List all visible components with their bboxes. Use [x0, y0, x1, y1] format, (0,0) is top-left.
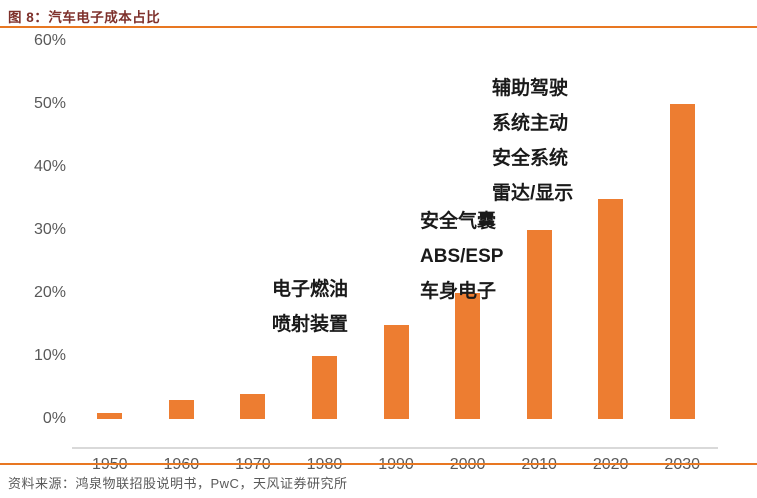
source-note: 资料来源：鸿泉物联招股说明书，PwC，天风证券研究所 — [8, 476, 348, 491]
figure-title: 图 8：汽车电子成本占比 — [8, 10, 161, 25]
bar-2010 — [526, 230, 552, 419]
x-axis-line — [72, 447, 718, 449]
x-axis-tick-label: 2010 — [504, 456, 574, 474]
x-axis-tick-label: 2030 — [647, 456, 717, 474]
y-axis-tick-label: 10% — [33, 347, 66, 364]
annotation-line: 辅助驾驶 — [492, 78, 569, 99]
annotation-line: 安全气囊 — [420, 211, 497, 232]
y-axis-tick-label: 60% — [33, 32, 66, 49]
bar-chart: 0% 10% 20% 30% 40% 50% 60% 19501960197019801990… — [0, 28, 757, 473]
x-axis-tick-label: 2000 — [433, 456, 503, 474]
x-axis-tick-label: 1950 — [75, 456, 145, 474]
bar-2000 — [455, 293, 481, 419]
footer-divider-line — [0, 463, 757, 465]
y-axis-tick-label: 30% — [33, 221, 66, 238]
bar-1990 — [383, 324, 409, 419]
chart-annotation-1: 电子燃油 喷射装置 — [272, 272, 348, 342]
annotation-line: 车身电子 — [420, 281, 497, 302]
annotation-line: 系统主动 — [492, 113, 569, 134]
annotation-line: 安全系统 — [492, 148, 569, 169]
chart-annotation-2: 安全气囊 ABS/ESP 车身电子 — [420, 204, 503, 309]
annotation-line: 电子燃油 — [272, 279, 349, 300]
x-axis-tick-label: 1970 — [218, 456, 288, 474]
y-axis-tick-label: 40% — [33, 158, 66, 175]
annotation-line: 雷达/显示 — [492, 183, 574, 204]
y-axis-tick-label: 0% — [42, 410, 66, 427]
title-divider-line — [0, 26, 757, 28]
x-axis-tick-label: 1990 — [361, 456, 431, 474]
x-axis-tick-label: 2020 — [576, 456, 646, 474]
annotation-line: ABS/ESP — [420, 246, 504, 267]
y-axis-tick-label: 20% — [33, 284, 66, 301]
bar-1980 — [311, 356, 337, 419]
bar-1970 — [240, 393, 266, 419]
annotation-line: 喷射装置 — [272, 314, 349, 335]
bar-2020 — [598, 198, 624, 419]
y-axis-tick-label: 50% — [33, 95, 66, 112]
x-axis-tick-label: 1960 — [146, 456, 216, 474]
bar-1960 — [168, 400, 194, 419]
bar-2030 — [669, 104, 695, 419]
x-axis-tick-label: 1980 — [289, 456, 359, 474]
chart-annotation-3: 辅助驾驶系统主动安全系统雷达/显示 — [492, 71, 573, 211]
bar-1950 — [97, 412, 123, 419]
